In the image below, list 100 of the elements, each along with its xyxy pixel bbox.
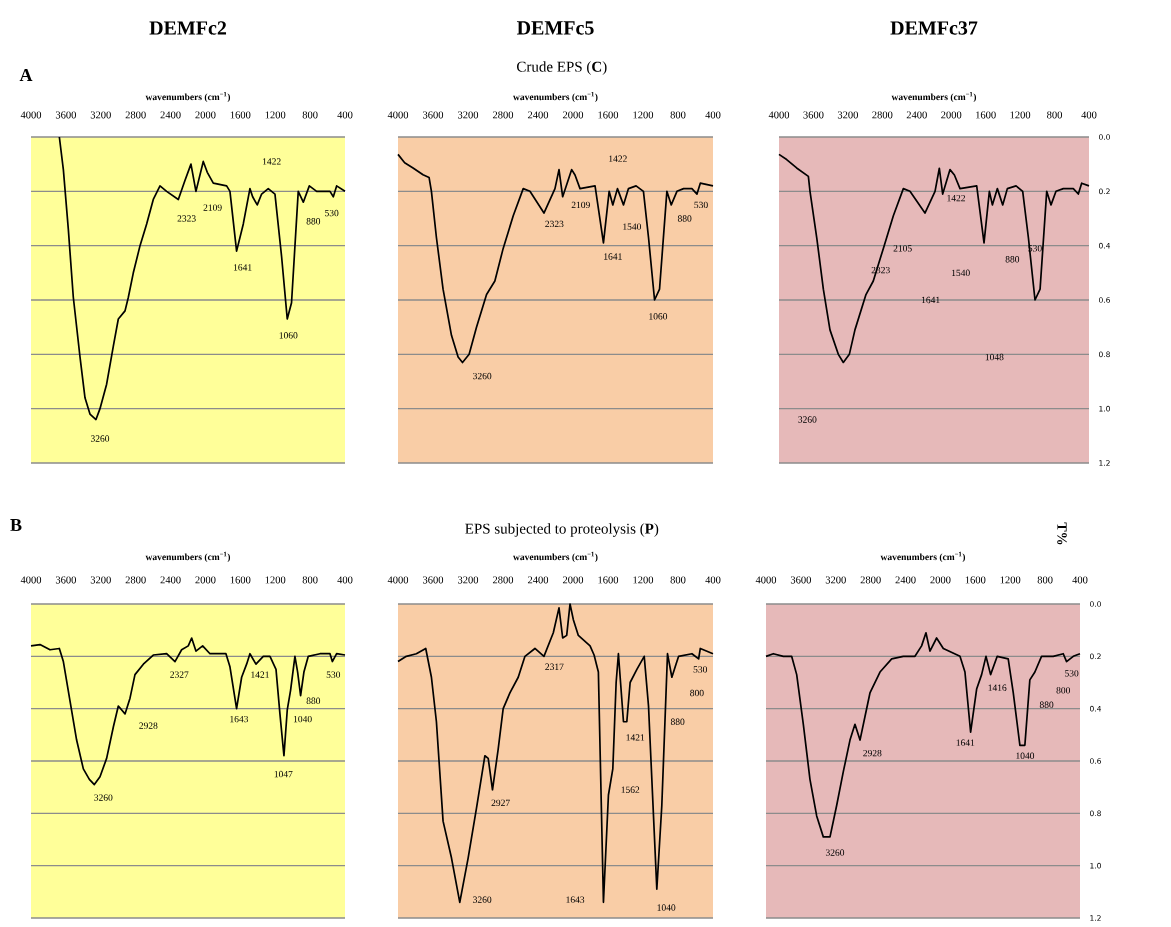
annotation: 530 bbox=[1065, 670, 1079, 677]
x-tick-label: 4000 bbox=[387, 576, 409, 584]
annotation: 1540 bbox=[952, 269, 970, 277]
x-tick-label: 2000 bbox=[562, 576, 584, 584]
x-tick-label: 2400 bbox=[527, 576, 549, 584]
x-tick-label: 3600 bbox=[55, 111, 76, 119]
annotation: 2109 bbox=[571, 201, 590, 209]
x-tick-label: 2000 bbox=[562, 111, 584, 119]
annotation: 3260 bbox=[473, 372, 492, 380]
annotation: 1643 bbox=[566, 896, 585, 903]
line-series bbox=[778, 153, 1090, 364]
x-tick-label: 4000 bbox=[768, 111, 790, 119]
x-axis-title: wavenumbers (cm$^{−1}$) bbox=[513, 91, 598, 103]
x-tick-label: 400 bbox=[1081, 111, 1097, 119]
chart-title: DEMFc5 bbox=[516, 21, 594, 35]
annotation: 880 bbox=[1039, 701, 1054, 708]
x-tick-label: 400 bbox=[705, 111, 721, 119]
annotation: 530 bbox=[693, 666, 707, 673]
x-tick-label: 4000 bbox=[387, 111, 409, 119]
annotation: 1422 bbox=[947, 194, 966, 202]
x-tick-label: 2800 bbox=[492, 111, 514, 119]
annotation: 3260 bbox=[94, 794, 113, 801]
x-tick-label: 1200 bbox=[265, 111, 286, 119]
x-tick-label: 2000 bbox=[195, 576, 216, 584]
x-tick-label: 1200 bbox=[1000, 576, 1021, 584]
x-tick-label: 3600 bbox=[423, 111, 444, 119]
x-tick-label: 400 bbox=[337, 576, 353, 584]
annotation: 880 bbox=[306, 218, 321, 225]
annotation: 530 bbox=[325, 209, 339, 217]
annotation: 1040 bbox=[1016, 752, 1035, 759]
x-axis-title: wavenumbers (cm$^{−1}$) bbox=[145, 551, 231, 563]
x-tick-label: 800 bbox=[670, 576, 686, 584]
x-tick-label: 3200 bbox=[458, 576, 479, 584]
annotation: 1641 bbox=[956, 739, 975, 746]
annotation: 1641 bbox=[233, 264, 252, 271]
x-tick-label: 2400 bbox=[160, 576, 181, 584]
chart-subtitle: Crude EPS (C) bbox=[517, 61, 607, 75]
x-tick-label: 400 bbox=[337, 111, 353, 119]
x-tick-label: 1600 bbox=[598, 111, 619, 119]
annotation: 1416 bbox=[988, 684, 1007, 691]
annotation: 2928 bbox=[139, 722, 158, 729]
annotation: 1047 bbox=[274, 770, 293, 778]
x-tick-label: 3200 bbox=[837, 111, 858, 119]
x-tick-label: 2000 bbox=[941, 111, 962, 119]
annotation: 2105 bbox=[893, 245, 912, 252]
x-tick-label: 2400 bbox=[895, 576, 916, 584]
annotation: 1040 bbox=[657, 904, 676, 911]
annotation: 2928 bbox=[863, 749, 882, 757]
text: A bbox=[19, 69, 33, 81]
x-tick-label: 3200 bbox=[458, 111, 479, 119]
annotation: 880 bbox=[306, 697, 321, 705]
annotation: 3260 bbox=[90, 435, 110, 442]
x-tick-label: 1600 bbox=[230, 576, 251, 584]
line-series bbox=[765, 631, 1081, 838]
x-tick-label: 3600 bbox=[790, 576, 811, 584]
x-tick-label: 4000 bbox=[20, 111, 42, 119]
annotation: 530 bbox=[326, 671, 341, 678]
x-tick-label: 2400 bbox=[527, 111, 549, 119]
annotation: 1643 bbox=[230, 715, 249, 723]
annotation: 2323 bbox=[177, 215, 196, 222]
x-tick-label: 2800 bbox=[125, 111, 146, 119]
x-axis-title: wavenumbers (cm$^{−1}$) bbox=[891, 91, 977, 103]
x-tick-label: 1600 bbox=[230, 111, 251, 119]
x-tick-label: 3200 bbox=[90, 111, 111, 119]
x-tick-label: 2800 bbox=[872, 111, 893, 119]
annotation: 3260 bbox=[473, 896, 492, 903]
annotation: 1060 bbox=[649, 313, 668, 320]
annotation: 880 bbox=[670, 718, 685, 725]
annotation: 2323 bbox=[545, 220, 564, 228]
annotation: 880 bbox=[1005, 256, 1020, 263]
annotation: 1422 bbox=[609, 155, 627, 162]
annotation: 2109 bbox=[203, 204, 222, 211]
annotation: 3260 bbox=[825, 849, 845, 856]
x-tick-label: 2800 bbox=[860, 576, 881, 584]
x-tick-label: 2000 bbox=[930, 576, 951, 584]
x-tick-label: 400 bbox=[705, 576, 721, 584]
x-tick-label: 3200 bbox=[825, 576, 846, 584]
x-tick-label: 1200 bbox=[265, 576, 286, 584]
annotation: 2327 bbox=[170, 671, 189, 678]
x-tick-label: 400 bbox=[1072, 576, 1088, 584]
x-tick-label: 4000 bbox=[20, 576, 42, 584]
x-tick-label: 1200 bbox=[633, 576, 654, 584]
x-tick-label: 800 bbox=[302, 111, 318, 119]
x-tick-label: 800 bbox=[1037, 576, 1053, 584]
annotation: 1422 bbox=[262, 158, 281, 165]
x-tick-label: 800 bbox=[302, 576, 318, 584]
annotation: 1048 bbox=[985, 353, 1004, 361]
annotation: 2927 bbox=[491, 799, 510, 807]
x-tick-label: 1600 bbox=[965, 576, 986, 584]
x-tick-label: 3600 bbox=[803, 111, 824, 119]
chart-subtitle: EPS subjected to proteolysis (P) bbox=[465, 523, 659, 537]
annotation: 1562 bbox=[621, 786, 640, 793]
x-tick-label: 3600 bbox=[55, 576, 76, 584]
x-tick-label: 800 bbox=[1047, 111, 1063, 119]
x-tick-label: 2800 bbox=[125, 576, 146, 584]
annotation: 530 bbox=[694, 201, 708, 209]
x-tick-label: 1600 bbox=[976, 111, 996, 119]
x-axis-title: wavenumbers (cm$^{−1}$) bbox=[880, 551, 966, 563]
annotation: 1421 bbox=[626, 734, 645, 741]
x-tick-label: 1200 bbox=[633, 111, 654, 119]
